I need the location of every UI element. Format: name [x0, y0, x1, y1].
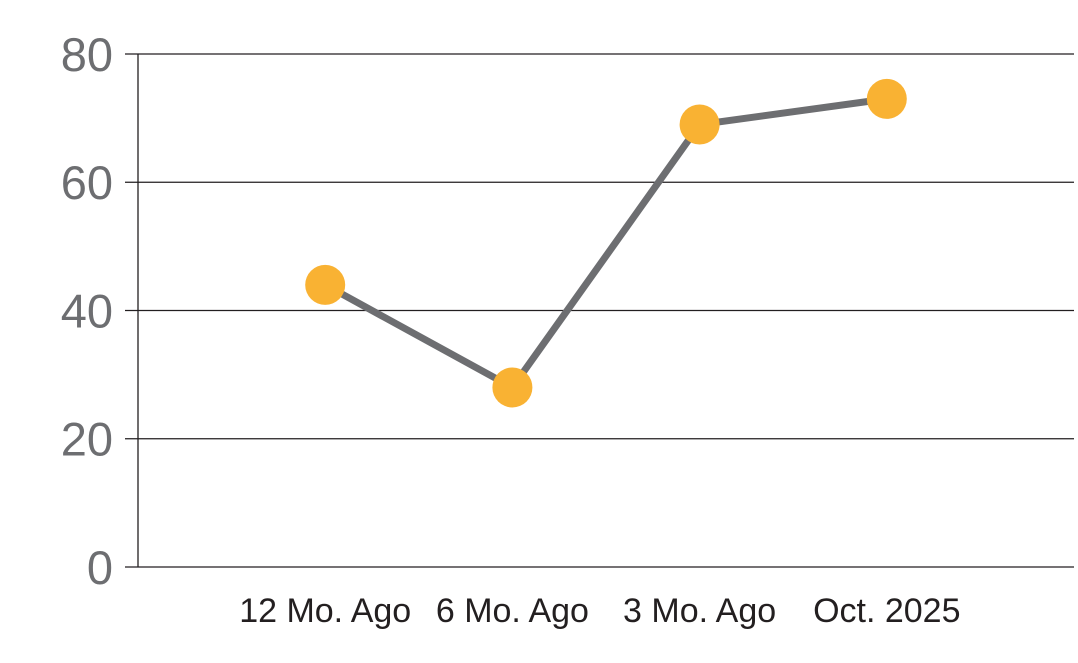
data-point-marker [866, 78, 907, 119]
y-tick-label: 20 [61, 413, 113, 466]
data-point-marker [492, 367, 533, 408]
x-tick-label: 3 Mo. Ago [623, 592, 776, 630]
x-tick-label: Oct. 2025 [813, 592, 960, 630]
y-tick-label: 80 [61, 28, 113, 81]
series-line [321, 95, 891, 391]
y-tick-label: 40 [61, 284, 113, 337]
y-tick-label: 0 [87, 541, 113, 594]
data-point-marker [305, 264, 346, 305]
y-tick-label: 60 [61, 156, 113, 209]
x-tick-label: 12 Mo. Ago [239, 592, 411, 630]
data-point-marker [679, 104, 720, 145]
x-tick-label: 6 Mo. Ago [436, 592, 589, 630]
